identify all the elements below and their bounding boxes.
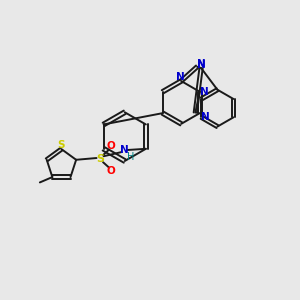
Text: N: N — [200, 87, 208, 97]
Text: O: O — [107, 166, 116, 176]
Text: N: N — [197, 58, 206, 69]
Text: O: O — [107, 141, 116, 151]
Text: S: S — [96, 154, 104, 164]
Text: N: N — [176, 73, 185, 82]
Text: N: N — [120, 145, 129, 155]
Text: H: H — [127, 152, 135, 162]
Text: N: N — [197, 60, 206, 70]
Text: S: S — [57, 140, 64, 150]
Text: N: N — [201, 112, 210, 122]
